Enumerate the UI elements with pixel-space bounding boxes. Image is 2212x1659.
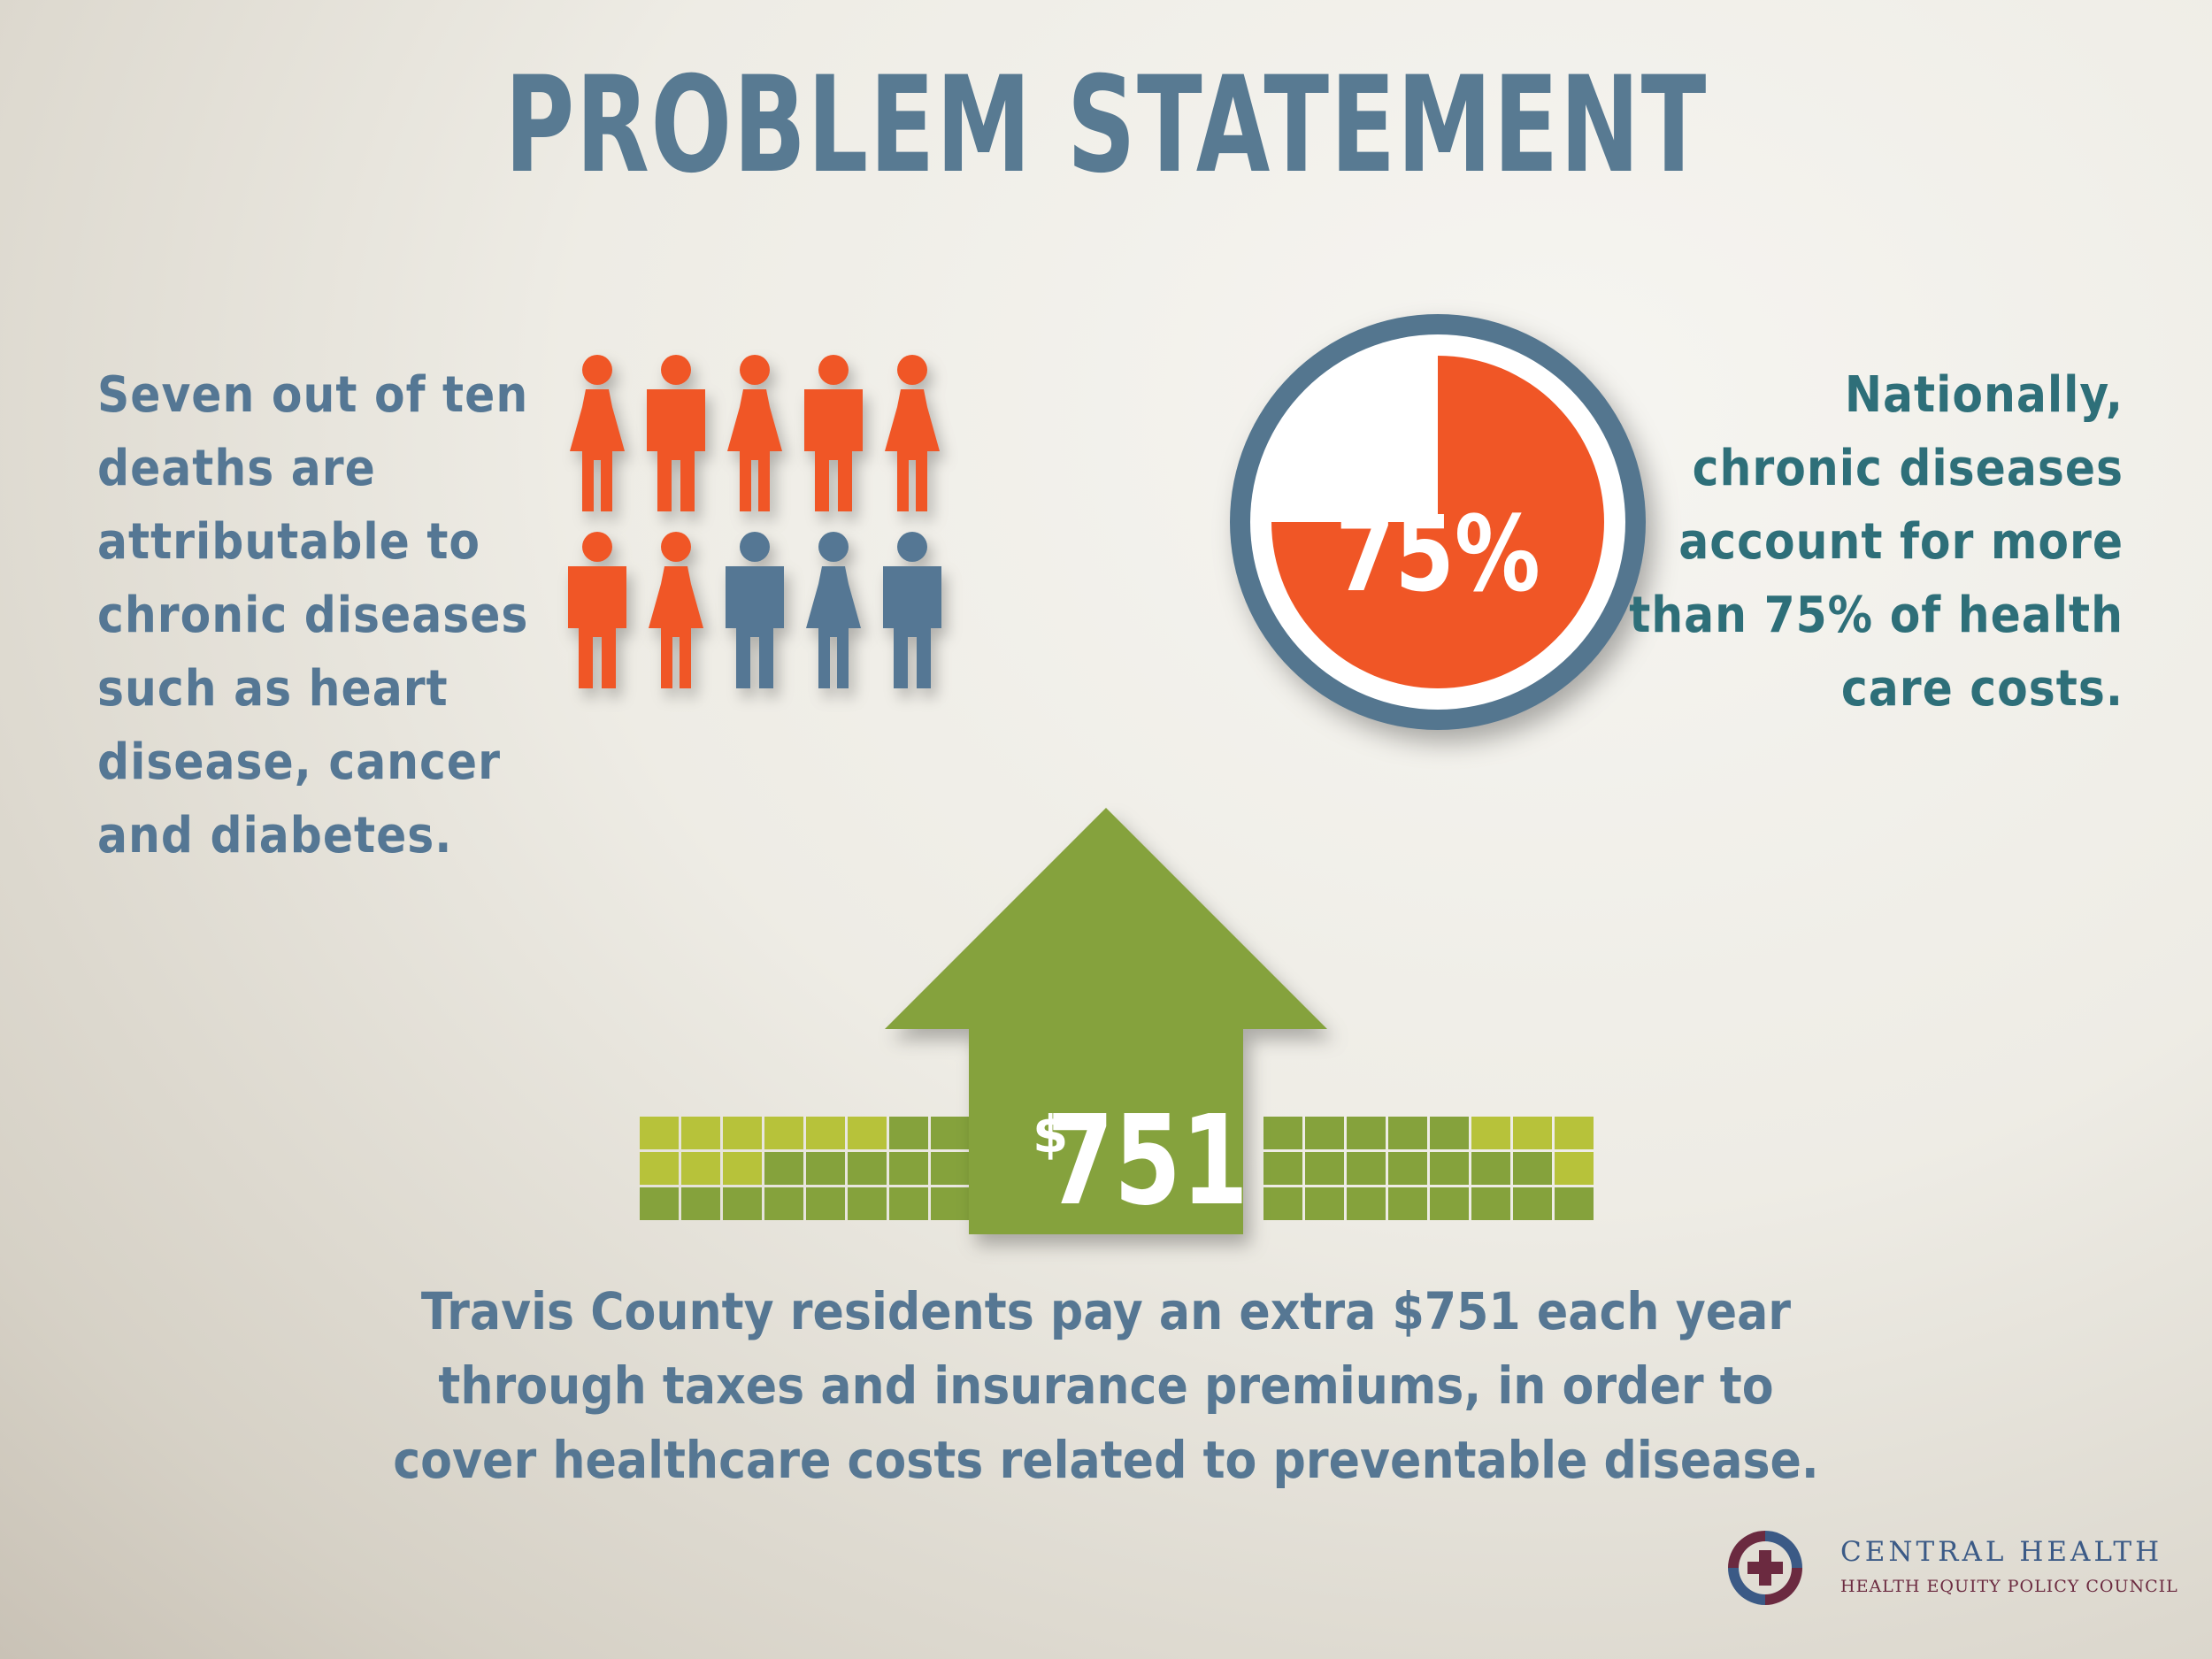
cost-tile <box>1471 1187 1510 1220</box>
right-stat-line: care costs. <box>1840 660 2124 718</box>
bottom-stat-text: Travis County residents pay an extra $75… <box>0 1274 2212 1497</box>
cost-tile <box>640 1117 679 1149</box>
cost-tile <box>640 1152 679 1185</box>
cost-tile <box>764 1187 803 1220</box>
cost-tile <box>931 1117 970 1149</box>
cost-tile <box>723 1117 762 1149</box>
cost-tile <box>806 1152 845 1185</box>
person-female-icon <box>727 355 782 511</box>
right-stat-line: account for more <box>1678 513 2124 571</box>
cost-tile <box>1430 1187 1469 1220</box>
cost-tile <box>1555 1117 1594 1149</box>
central-health-logo: CENTRAL HEALTH HEALTH EQUITY POLICY COUN… <box>1721 1524 2181 1612</box>
cost-tile <box>806 1187 845 1220</box>
page-title: PROBLEM STATEMENT <box>504 49 1708 203</box>
cost-tile <box>681 1117 720 1149</box>
pie-label: 75% <box>1335 495 1540 616</box>
percent-pie: 75% <box>1221 305 1655 739</box>
left-stat-line: and diabetes. <box>97 807 453 864</box>
cost-tile <box>931 1187 970 1220</box>
cost-tile <box>1347 1117 1386 1149</box>
cost-tile <box>1555 1152 1594 1185</box>
cost-tile <box>1555 1187 1594 1220</box>
right-stat-text: Nationally, chronic diseases account for… <box>1575 358 2124 726</box>
logo-subtitle: HEALTH EQUITY POLICY COUNCIL <box>1840 1577 2178 1596</box>
right-stat-line: Nationally, <box>1844 366 2124 424</box>
cost-tile <box>1430 1117 1469 1149</box>
cost-tile <box>848 1117 887 1149</box>
left-stat-line: chronic diseases <box>97 587 529 644</box>
people-icon-grid <box>566 354 956 708</box>
dollar-sign: $ <box>1033 1104 1068 1164</box>
cost-tile <box>1263 1187 1302 1220</box>
person-male-icon <box>568 532 626 688</box>
cost-tile <box>889 1117 928 1149</box>
bottom-stat-line: Travis County residents pay an extra $75… <box>420 1281 1792 1341</box>
left-stat-line: Seven out of ten <box>97 366 529 424</box>
cost-tile <box>931 1152 970 1185</box>
cost-tile <box>1305 1117 1344 1149</box>
left-stat-line: deaths are <box>97 440 376 497</box>
cost-tile <box>1263 1117 1302 1149</box>
person-female-icon <box>806 532 861 688</box>
cost-tile <box>681 1152 720 1185</box>
pie-chart-graphic: 75% <box>1230 314 1646 730</box>
cost-tile <box>640 1187 679 1220</box>
left-stat-line: such as heart <box>97 660 449 718</box>
cost-tile <box>764 1117 803 1149</box>
cost-tile <box>889 1152 928 1185</box>
person-male-icon <box>804 355 863 511</box>
up-arrow-shape <box>885 808 1327 1234</box>
cost-tile <box>1305 1187 1344 1220</box>
cost-tile <box>1471 1117 1510 1149</box>
cost-tile <box>806 1117 845 1149</box>
bottom-stat-line: through taxes and insurance premiums, in… <box>438 1356 1774 1416</box>
logo-cross-icon <box>1728 1531 1802 1605</box>
cost-tile-band <box>640 1117 1594 1220</box>
person-female-icon <box>885 355 940 511</box>
cost-tile <box>1263 1152 1302 1185</box>
person-male-icon <box>883 532 941 688</box>
cost-tile <box>1388 1152 1427 1185</box>
left-stat-line: attributable to <box>97 513 481 571</box>
cost-tile <box>1471 1152 1510 1185</box>
pie-slice <box>1271 356 1604 688</box>
person-female-icon <box>570 355 625 511</box>
cost-tile <box>723 1187 762 1220</box>
logo-name: CENTRAL HEALTH <box>1840 1536 2163 1568</box>
cost-tile <box>1347 1152 1386 1185</box>
person-female-icon <box>649 532 703 688</box>
cost-tile <box>848 1152 887 1185</box>
cost-tile <box>1347 1187 1386 1220</box>
cost-tile <box>1513 1152 1552 1185</box>
right-stat-line: than 75% of health <box>1629 587 2124 644</box>
cost-tile <box>1388 1187 1427 1220</box>
cost-tile <box>1513 1187 1552 1220</box>
cost-tile <box>889 1187 928 1220</box>
left-stat-text: Seven out of ten deaths are attributable… <box>97 358 593 872</box>
cost-tile <box>723 1152 762 1185</box>
cost-tile <box>1430 1152 1469 1185</box>
dollar-amount: 751 <box>1047 1088 1248 1233</box>
person-male-icon <box>726 532 784 688</box>
cost-tile <box>681 1187 720 1220</box>
left-stat-line: disease, cancer <box>97 733 501 791</box>
cost-tile <box>848 1187 887 1220</box>
person-male-icon <box>647 355 705 511</box>
cost-tile <box>1513 1117 1552 1149</box>
bottom-stat-line: cover healthcare costs related to preven… <box>393 1430 1819 1490</box>
right-stat-line: chronic diseases <box>1692 440 2124 497</box>
cost-tile <box>1305 1152 1344 1185</box>
cost-tile <box>764 1152 803 1185</box>
cost-tile <box>1388 1117 1427 1149</box>
